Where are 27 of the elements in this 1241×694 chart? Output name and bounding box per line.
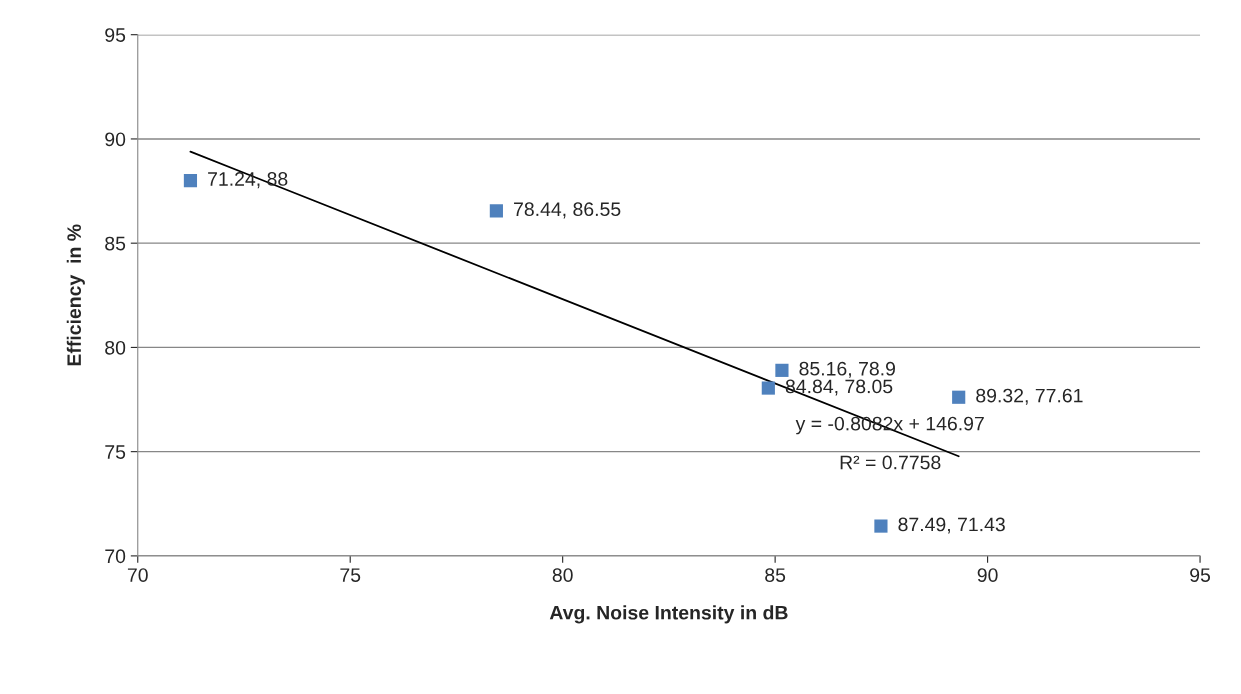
data-label: 89.32, 77.61 (976, 388, 1083, 405)
y-tick-label: 85 (105, 236, 126, 251)
point (489, 204, 503, 218)
annotation: R² = 0.7758 (840, 455, 941, 470)
y-axis-title: Efficiency in % (66, 224, 85, 366)
point (775, 363, 789, 377)
x-tick-label: 85 (765, 568, 786, 582)
x-tick-label: 95 (1190, 568, 1211, 582)
y-tick-label: 70 (105, 549, 126, 564)
point (183, 174, 198, 188)
y-tick-label: 80 (105, 340, 126, 355)
x-tick-label: 80 (552, 568, 573, 582)
point (952, 390, 966, 404)
y-tick-label: 90 (105, 132, 126, 147)
y-tick-label: 75 (105, 445, 126, 459)
data-label: 84.84, 78.05 (785, 379, 893, 396)
data-label: 85.16, 78.9 (799, 361, 895, 378)
point (761, 381, 775, 395)
x-axis-title: Avg. Noise Intensity in dB (549, 605, 788, 624)
x-tick-label: 70 (127, 568, 148, 582)
x-tick-label: 90 (977, 568, 998, 582)
x-tick-label: 75 (340, 568, 361, 582)
data-label: 71.24, 88 (208, 172, 288, 189)
y-tick-label: 95 (105, 28, 126, 42)
data-label: 87.49, 71.43 (898, 517, 1005, 534)
data-label: 78.44, 86.55 (514, 202, 621, 219)
point (874, 519, 888, 533)
